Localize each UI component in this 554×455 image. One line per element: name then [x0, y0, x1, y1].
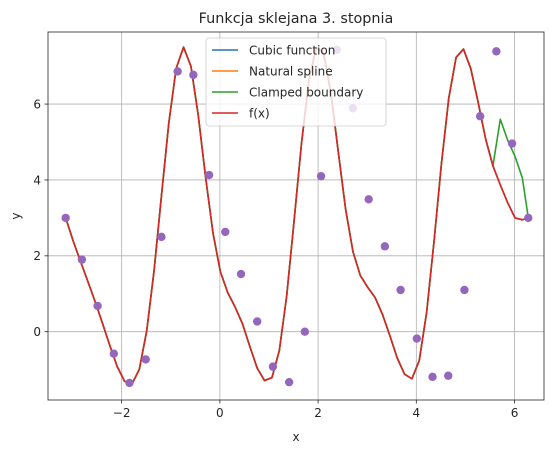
data-node: [61, 213, 70, 223]
chart-title: Funkcja sklejana 3. stopnia: [199, 11, 394, 27]
y-tick-label: 6: [33, 97, 41, 111]
data-node: [524, 213, 533, 223]
legend-label: Natural spline: [249, 64, 333, 78]
data-node: [125, 378, 134, 388]
data-node: [300, 327, 310, 336]
data-node: [507, 139, 517, 148]
x-tick-label: 4: [412, 406, 420, 420]
data-node: [284, 377, 294, 387]
data-node: [316, 171, 326, 181]
x-axis-label: x: [292, 430, 299, 444]
plot-area: [61, 45, 533, 388]
series-lines: [64, 46, 530, 385]
x-tick-label: 6: [511, 406, 519, 420]
data-node: [380, 242, 390, 251]
data-node: [93, 301, 102, 311]
legend: Cubic function Natural spline Clamped boun…: [205, 37, 387, 127]
x-tick-label: 0: [216, 406, 224, 420]
data-node: [157, 232, 166, 242]
y-tick-label: 0: [33, 325, 41, 339]
data-node: [189, 70, 198, 80]
x-tick-label: 2: [314, 406, 322, 420]
data-node: [141, 355, 150, 364]
data-node: [428, 372, 437, 382]
legend-label: Cubic function: [249, 43, 335, 57]
data-nodes: [61, 45, 533, 388]
data-node: [109, 349, 119, 358]
y-tick-label: 2: [33, 249, 41, 263]
data-node: [253, 317, 262, 326]
data-node: [173, 67, 182, 76]
data-node: [475, 112, 485, 121]
data-node: [364, 195, 373, 204]
x-tick-label: −2: [113, 406, 131, 420]
data-node: [396, 285, 405, 295]
x-ticks: −2 0 2 4 6: [113, 400, 519, 420]
y-axis-label: y: [9, 212, 23, 219]
axes-frame: [47, 31, 545, 401]
data-node: [412, 334, 422, 343]
data-node: [444, 371, 453, 380]
fx-line: [64, 46, 529, 385]
data-node: [236, 269, 246, 279]
data-node: [460, 285, 469, 295]
data-node: [204, 170, 214, 180]
legend-label: Clamped boundary: [249, 85, 363, 99]
y-ticks: 0 2 4 6: [33, 97, 48, 339]
legend-box: [205, 37, 387, 127]
data-node: [492, 47, 501, 56]
legend-label: f(x): [249, 106, 270, 120]
data-node: [77, 255, 87, 264]
data-node: [221, 227, 230, 237]
data-node: [268, 362, 278, 371]
y-tick-label: 4: [33, 173, 41, 187]
